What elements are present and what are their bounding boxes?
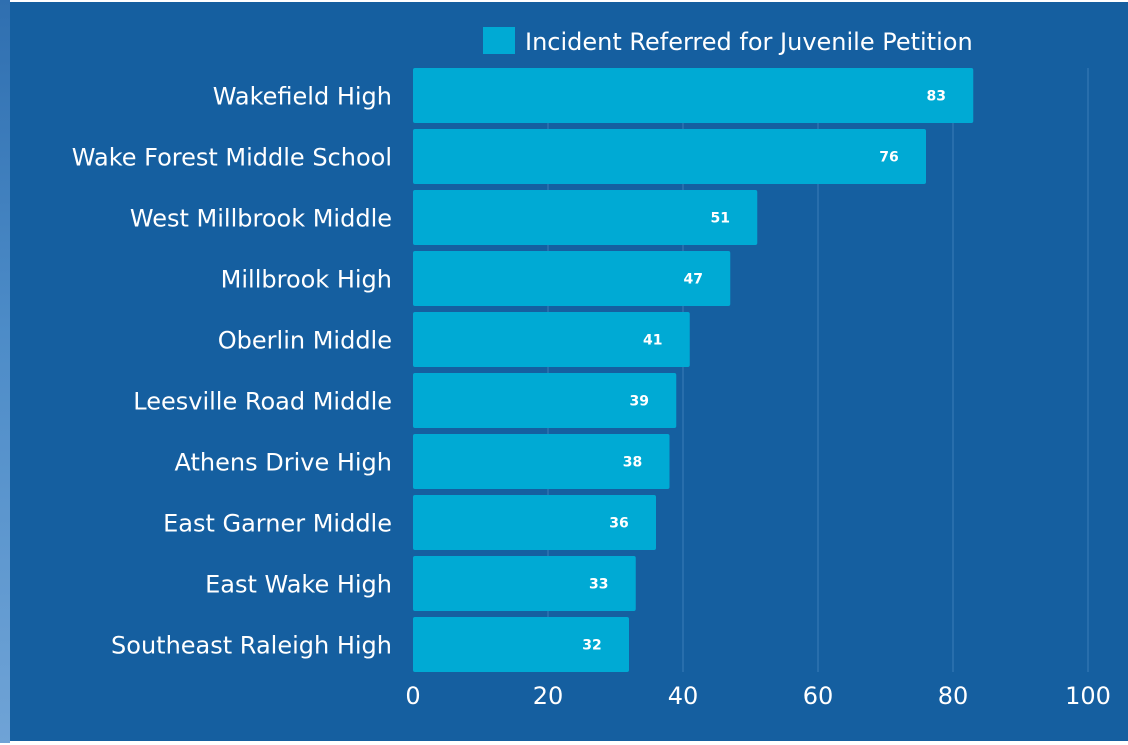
bar-value-label: 76 — [879, 150, 898, 166]
category-label: East Garner Middle — [163, 510, 392, 538]
category-label: West Millbrook Middle — [130, 205, 392, 233]
bar — [413, 251, 731, 306]
x-tick-label: 80 — [938, 682, 969, 710]
bar-value-label: 51 — [711, 211, 730, 227]
bar — [413, 434, 670, 489]
x-tick-label: 0 — [405, 682, 420, 710]
legend: Incident Referred for Juvenile Petition — [483, 27, 973, 56]
category-label: Leesville Road Middle — [133, 388, 392, 416]
bar — [413, 190, 758, 245]
bar — [413, 68, 974, 123]
bars-layer: 83 76 51 47 41 39 38 36 33 32 — [413, 68, 974, 672]
bar-value-label: 41 — [643, 333, 662, 349]
category-label: Southeast Raleigh High — [111, 632, 392, 660]
bar-value-label: 83 — [927, 89, 946, 105]
bar — [413, 312, 690, 367]
bar-value-label: 47 — [684, 272, 703, 288]
bar-value-label: 39 — [630, 394, 649, 410]
category-label: East Wake High — [205, 571, 392, 599]
x-tick-label: 40 — [668, 682, 699, 710]
bar-chart: Incident Referred for Juvenile Petition … — [72, 27, 1111, 710]
bar — [413, 556, 636, 611]
left-edge-strip — [0, 0, 10, 743]
bar-value-label: 33 — [589, 577, 608, 593]
category-label: Oberlin Middle — [218, 327, 392, 355]
bar — [413, 373, 677, 428]
bar-value-label: 32 — [582, 638, 601, 654]
x-tick-label: 100 — [1065, 682, 1111, 710]
x-tick-label: 60 — [803, 682, 834, 710]
bar — [413, 617, 629, 672]
bar — [413, 495, 656, 550]
category-label: Wakefield High — [213, 83, 392, 111]
bar-value-label: 36 — [609, 516, 628, 532]
category-label: Athens Drive High — [175, 449, 393, 477]
chart-panel: Incident Referred for Juvenile Petition … — [10, 2, 1128, 741]
x-tick-label: 20 — [533, 682, 564, 710]
bar-value-label: 38 — [623, 455, 642, 471]
category-labels: Wakefield High Wake Forest Middle School W… — [72, 83, 392, 660]
category-label: Wake Forest Middle School — [72, 144, 392, 172]
category-label: Millbrook High — [221, 266, 392, 294]
legend-swatch — [483, 27, 515, 54]
bar — [413, 129, 926, 184]
x-axis-ticks: 0 20 40 60 80 100 — [405, 682, 1111, 710]
legend-label: Incident Referred for Juvenile Petition — [525, 28, 973, 56]
